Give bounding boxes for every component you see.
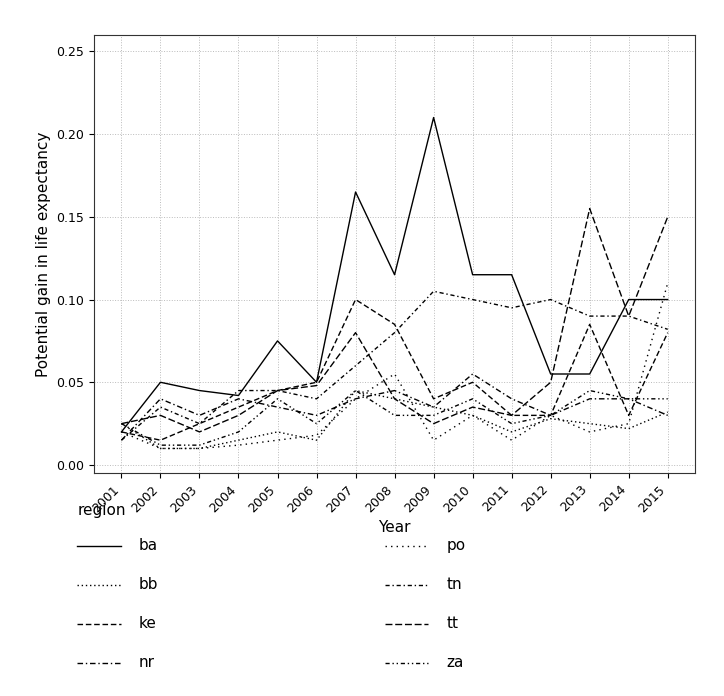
Text: za: za xyxy=(447,655,464,670)
Text: ba: ba xyxy=(139,538,158,553)
Text: tn: tn xyxy=(447,577,463,592)
Text: po: po xyxy=(447,538,466,553)
Text: region: region xyxy=(77,503,126,518)
Y-axis label: Potential gain in life expectancy: Potential gain in life expectancy xyxy=(36,132,51,377)
Text: tt: tt xyxy=(447,616,459,631)
X-axis label: Year: Year xyxy=(379,521,411,535)
Text: nr: nr xyxy=(139,655,155,670)
Text: ke: ke xyxy=(139,616,157,631)
Text: bb: bb xyxy=(139,577,159,592)
